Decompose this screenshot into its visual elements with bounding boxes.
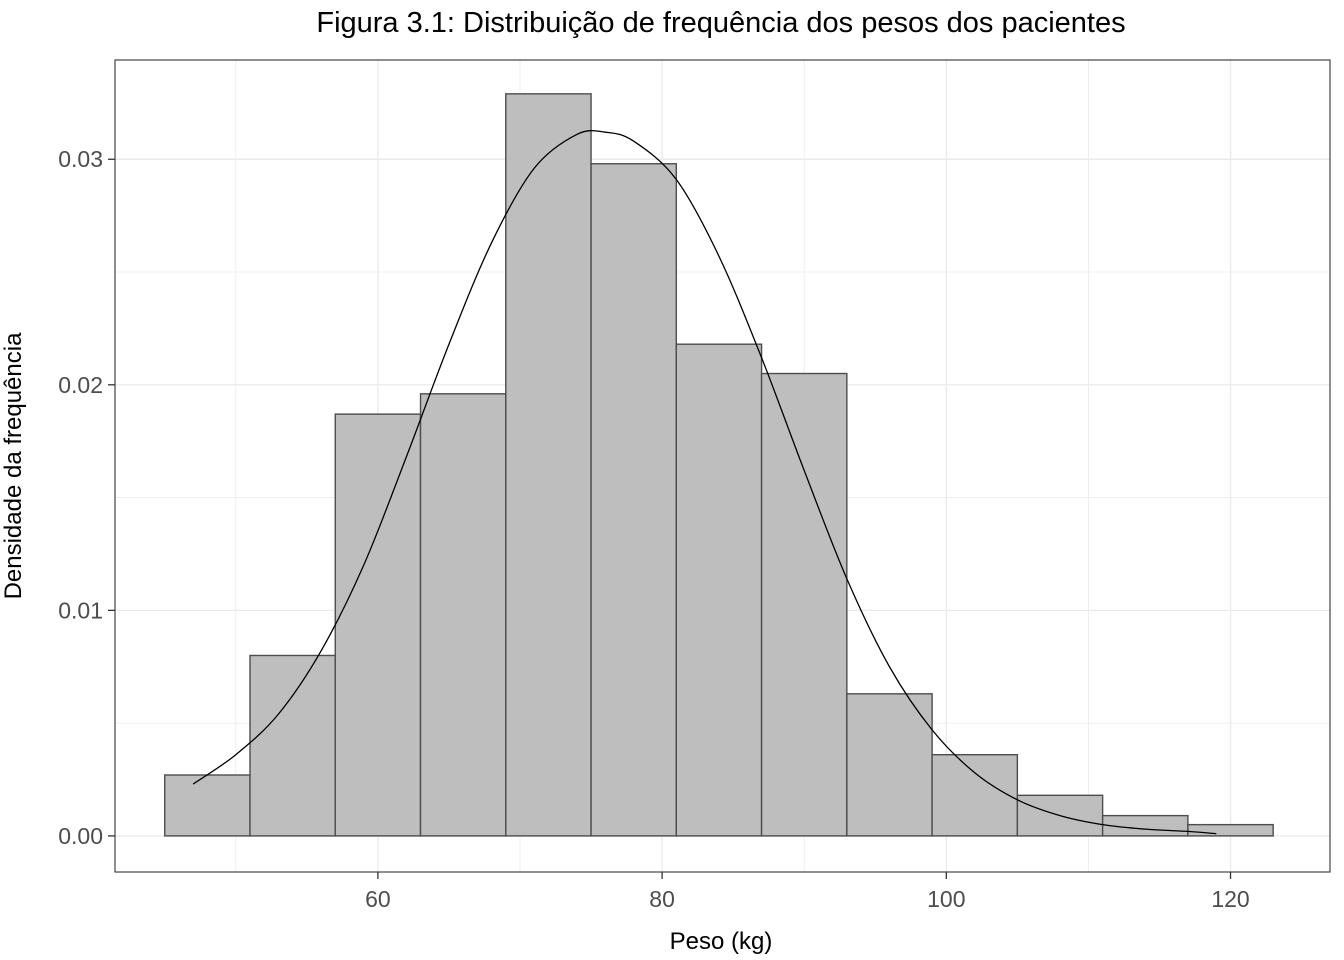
histogram-bar xyxy=(931,754,1019,837)
histogram-bar xyxy=(846,693,933,837)
y-tick-label: 0.02 xyxy=(58,372,103,398)
axes: 60 80 100 120 0.00 0.01 0.02 0.03 xyxy=(58,146,1249,912)
chart-title: Figura 3.1: Distribuição de frequência d… xyxy=(316,7,1125,39)
x-tick-label: 80 xyxy=(649,886,675,912)
y-tick-label: 0.00 xyxy=(58,823,103,849)
histogram-bar xyxy=(164,774,251,837)
histogram-bar xyxy=(1187,823,1274,837)
histogram-bar xyxy=(675,343,763,837)
histogram-bar xyxy=(590,163,678,837)
x-tick-label: 120 xyxy=(1211,886,1249,912)
histogram-bars xyxy=(164,93,1274,837)
y-axis-title: Densidade da frequência xyxy=(0,332,27,600)
histogram-bar xyxy=(760,372,848,837)
x-tick-label: 100 xyxy=(927,886,965,912)
y-tick-label: 0.01 xyxy=(58,597,103,623)
y-tick-label: 0.03 xyxy=(58,146,103,172)
x-tick-label: 60 xyxy=(365,886,391,912)
panel-border xyxy=(114,59,1331,873)
histogram-bar xyxy=(334,413,422,837)
x-axis-title: Peso (kg) xyxy=(670,928,773,955)
density-curve xyxy=(192,129,1217,835)
histogram-bar xyxy=(419,393,507,837)
histogram-bar xyxy=(505,93,592,837)
histogram-bar xyxy=(249,654,336,837)
